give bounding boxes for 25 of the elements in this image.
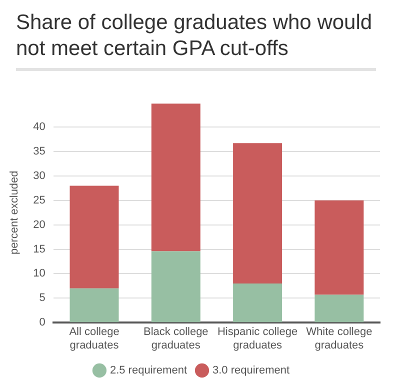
y-tick-label: 30: [33, 170, 46, 182]
legend-label: 2.5 requirement: [110, 364, 188, 377]
chart-title: Share of college graduates who would not meet certain GPA cut-offs: [16, 10, 374, 62]
y-tick-label: 20: [33, 218, 46, 231]
y-tick-label: 10: [33, 268, 46, 280]
y-tick-label: 35: [33, 146, 46, 158]
x-tick-label: White college graduates: [306, 326, 372, 352]
bar: [314, 200, 364, 295]
bar: [233, 283, 282, 322]
x-tick-label: Black college graduates: [143, 326, 208, 352]
y-tick-label: 15: [33, 243, 46, 256]
bar: [70, 288, 119, 322]
bar: [233, 143, 282, 284]
bar: [151, 251, 200, 322]
y-tick-label: 0: [39, 316, 46, 329]
bar: [151, 104, 200, 252]
legend-label: 3.0 requirement: [212, 364, 290, 377]
y-tick-label: 5: [39, 292, 46, 304]
y-axis-title: percent excluded: [8, 170, 21, 254]
bar: [314, 294, 364, 322]
y-tick-label: 40: [33, 121, 46, 134]
x-tick-label: All college graduates: [69, 326, 120, 352]
y-tick-label: 25: [33, 194, 46, 206]
x-tick-label: Hispanic college graduates: [217, 326, 298, 352]
bar: [70, 186, 119, 288]
